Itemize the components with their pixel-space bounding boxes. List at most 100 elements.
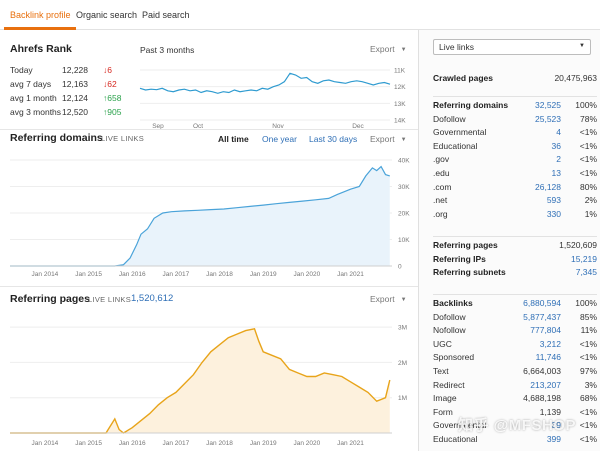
stats-row-value[interactable]: 36 — [551, 140, 561, 151]
stats-row-value[interactable]: 593 — [546, 195, 561, 206]
stats-row-value[interactable]: 32,525 — [535, 100, 561, 110]
stats-row-percent: <1% — [579, 420, 597, 431]
range-all-time[interactable]: All time — [218, 134, 249, 144]
stats-row-label: Form — [433, 406, 453, 417]
stats-row-percent: 80% — [579, 181, 597, 192]
axis-tick-label: Jan 2014 — [32, 271, 59, 278]
stats-row-value[interactable]: 777,804 — [530, 325, 561, 336]
axis-tick-label: 12K — [394, 84, 406, 91]
axis-tick-label: Jan 2020 — [293, 440, 320, 447]
tab-backlink-profile[interactable]: Backlink profile — [10, 10, 71, 20]
stats-row-value: 6,664,003 — [523, 366, 561, 376]
axis-tick-label: Jan 2017 — [163, 440, 190, 447]
referring-domains-title: Referring domains — [10, 132, 103, 144]
rank-row-label: avg 3 months — [10, 107, 62, 117]
series-line — [139, 72, 391, 94]
axis-tick-label: 11K — [394, 68, 406, 75]
stats-row: Sponsored 11,746 <1% — [433, 352, 597, 365]
stats-row: Governmental 39 <1% — [433, 420, 597, 433]
tab-paid-search[interactable]: Paid search — [142, 10, 190, 20]
stats-row-value: 1,520,609 — [559, 240, 597, 250]
stats-row: Referring pages 1,520,609 — [433, 240, 597, 253]
stats-row-label: UGC — [433, 338, 452, 349]
stats-group-divider — [433, 96, 597, 97]
rank-row-change: ↓62 — [103, 79, 117, 89]
stats-row-percent: <1% — [579, 352, 597, 363]
stats-row-value: 20,475,963 — [554, 73, 597, 83]
stats-row: Dofollow 25,523 78% — [433, 114, 597, 127]
section-divider — [0, 286, 418, 287]
axis-tick-label: Jan 2018 — [206, 440, 233, 447]
axis-tick-label: 14K — [394, 118, 406, 125]
stats-row-value[interactable]: 15,219 — [571, 253, 597, 264]
stats-row-percent: <1% — [579, 168, 597, 178]
rank-row-label: Today — [10, 65, 33, 75]
stats-row-value[interactable]: 330 — [546, 208, 561, 219]
stats-row-percent: 100% — [575, 298, 597, 308]
referring-domains-chart: 0 10K 20K 30K 40K Jan 2014 Jan 2015 Jan 2016 Jan… — [10, 158, 410, 278]
axis-tick-label: 2M — [398, 360, 407, 367]
ahrefs-rank-chart: 11K 12K 13K 14K Sep Oct Nov Dec — [139, 68, 406, 130]
stats-row-percent: 2% — [584, 195, 597, 206]
rank-export-button[interactable]: Export ▼ — [370, 44, 407, 54]
rank-row-value: 12,124 — [62, 93, 88, 103]
stats-row: Form 1,139 <1% — [433, 407, 597, 420]
stats-row: Dofollow 5,877,437 85% — [433, 312, 597, 325]
axis-tick-label: Oct — [193, 123, 203, 130]
stats-row-label: Redirect — [433, 379, 465, 390]
axis-tick-label: 1M — [398, 395, 407, 402]
axis-tick-label: 3M — [398, 325, 407, 332]
stats-row-value[interactable]: 2 — [556, 154, 561, 165]
stats-row-label: .com — [433, 181, 452, 192]
main-panel: Ahrefs Rank Today 12,228 ↓6 avg 7 days 1… — [0, 30, 418, 451]
stats-row-value[interactable]: 11,746 — [535, 352, 561, 363]
select-value: Live links — [439, 42, 474, 52]
stats-row: Educational 399 <1% — [433, 434, 597, 447]
axis-tick-label: Nov — [272, 123, 284, 130]
series-area — [10, 328, 390, 433]
stats-row-label: Nofollow — [433, 325, 466, 336]
stats-row-value[interactable]: 6,880,594 — [523, 298, 561, 308]
live-links-label: LIVE LINKS — [101, 134, 145, 143]
stats-row-value[interactable]: 213,207 — [530, 379, 561, 390]
pages-export-button[interactable]: Export ▼ — [370, 294, 407, 304]
referring-pages-title: Referring pages — [10, 293, 90, 305]
stats-row-percent: <1% — [579, 406, 597, 417]
stats-row-value[interactable]: 3,212 — [539, 338, 561, 349]
tab-organic-search[interactable]: Organic search — [76, 10, 138, 20]
axis-tick-label: Jan 2016 — [119, 271, 146, 278]
stats-row: .gov 2 <1% — [433, 154, 597, 167]
stats-row-label: .gov — [433, 154, 450, 165]
stats-row: .net 593 2% — [433, 195, 597, 208]
stats-row-value[interactable]: 13 — [551, 168, 561, 178]
range-one-year[interactable]: One year — [262, 134, 297, 144]
referring-pages-count[interactable]: 1,520,612 — [131, 293, 174, 304]
chevron-down-icon: ▼ — [579, 43, 585, 49]
rank-period-label: Past 3 months — [140, 45, 195, 55]
chevron-down-icon: ▼ — [400, 47, 407, 53]
stats-row-label: Referring pages — [433, 240, 498, 250]
stats-row-label: Referring IPs — [433, 253, 486, 264]
stats-row-value[interactable]: 5,877,437 — [523, 311, 561, 322]
stats-row-value[interactable]: 39 — [551, 420, 561, 431]
stats-sidebar: Live links ▼ Crawled pages 20,475,963 Refe… — [418, 30, 600, 451]
range-last-30-days[interactable]: Last 30 days — [309, 134, 358, 144]
stats-group-divider — [433, 236, 597, 237]
domains-export-button[interactable]: Export ▼ — [370, 134, 407, 144]
stats-row-label: Governmental — [433, 127, 487, 138]
stats-row-value[interactable]: 7,345 — [575, 267, 597, 278]
axis-tick-label: Jan 2014 — [32, 440, 59, 447]
stats-row-label: Crawled pages — [433, 73, 493, 83]
chevron-down-icon: ▼ — [400, 297, 407, 303]
stats-row-value[interactable]: 399 — [546, 434, 561, 444]
stats-row: Referring subnets 7,345 — [433, 267, 597, 280]
stats-row-value[interactable]: 26,128 — [535, 181, 561, 192]
stats-row-percent: 1% — [584, 208, 597, 219]
stats-row: Text 6,664,003 97% — [433, 366, 597, 379]
link-type-select[interactable]: Live links ▼ — [433, 39, 591, 55]
stats-row-label: Text — [433, 366, 449, 376]
stats-row-value: 4,688,198 — [523, 393, 561, 404]
axis-tick-label: Jan 2019 — [250, 440, 277, 447]
stats-row-value[interactable]: 25,523 — [535, 113, 561, 124]
stats-row-value[interactable]: 4 — [556, 127, 561, 138]
